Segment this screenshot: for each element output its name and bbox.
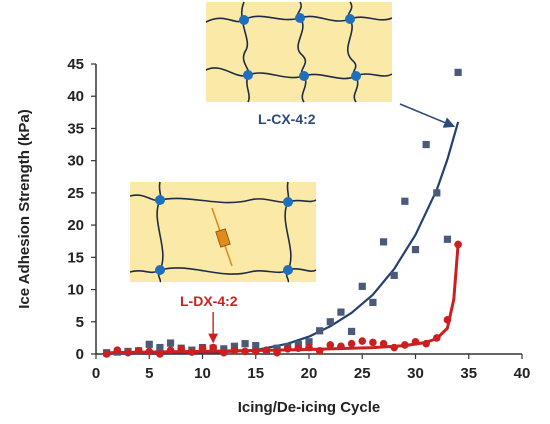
data-point-l-cx-4-2: [326, 318, 334, 326]
data-point-l-dx-4-2: [433, 334, 441, 342]
y-tick-labels: 0 5 10 15 20 25 30 35 40 45: [67, 56, 96, 363]
data-point-l-dx-4-2: [305, 343, 313, 352]
data-point-l-dx-4-2: [358, 337, 367, 345]
data-point-l-dx-4-2: [188, 348, 196, 356]
data-point-l-dx-4-2: [369, 338, 377, 347]
annotation-cx-arrow: [399, 103, 456, 128]
y-tick-label: 0: [76, 346, 84, 363]
annotation-dx-label: L-DX-4:2: [180, 293, 238, 309]
data-point-l-dx-4-2: [390, 343, 399, 352]
data-point-l-cx-4-2: [433, 189, 441, 197]
data-point-l-dx-4-2: [273, 348, 281, 357]
dx-network-nodes: [155, 195, 293, 275]
data-point-l-cx-4-2: [422, 140, 430, 149]
data-point-l-cx-4-2: [358, 282, 366, 290]
x-tick-label: 15: [247, 365, 264, 382]
data-point-l-dx-4-2: [177, 345, 185, 353]
data-point-l-cx-4-2: [145, 340, 153, 348]
data-point-l-dx-4-2: [166, 346, 175, 354]
data-point-l-cx-4-2: [252, 342, 260, 350]
data-point-l-dx-4-2: [337, 342, 345, 351]
series-layer: [102, 68, 462, 358]
data-point-l-cx-4-2: [273, 344, 281, 352]
dx-crosslink-block: [215, 228, 231, 248]
x-tick-label: 35: [460, 365, 477, 382]
data-point-l-dx-4-2: [220, 348, 228, 357]
data-point-l-dx-4-2: [454, 240, 462, 249]
x-tick-label: 5: [145, 365, 153, 382]
data-point-l-cx-4-2: [220, 345, 228, 353]
cx-network-nodes: [239, 13, 361, 81]
data-point-l-dx-4-2: [262, 346, 271, 354]
data-point-l-dx-4-2: [145, 347, 154, 356]
data-point-l-dx-4-2: [422, 339, 430, 348]
data-point-l-cx-4-2: [156, 343, 164, 352]
y-tick-label: 20: [67, 217, 84, 234]
data-point-l-cx-4-2: [454, 68, 462, 76]
annotation-cx-label: L-CX-4:2: [258, 111, 316, 127]
data-point-l-dx-4-2: [230, 346, 239, 355]
data-point-l-dx-4-2: [411, 337, 420, 346]
data-point-l-dx-4-2: [156, 350, 164, 358]
data-point-l-cx-4-2: [348, 327, 356, 336]
data-point-l-dx-4-2: [113, 346, 122, 354]
y-tick-label: 40: [67, 88, 84, 105]
y-tick-label: 45: [67, 56, 84, 73]
x-tick-label: 10: [194, 365, 211, 382]
data-point-l-cx-4-2: [411, 246, 420, 254]
x-tick-label: 40: [514, 365, 531, 382]
cx-network-inset: [205, 1, 393, 103]
data-point-l-cx-4-2: [337, 308, 345, 316]
data-point-l-dx-4-2: [134, 346, 143, 355]
data-point-l-dx-4-2: [294, 344, 303, 353]
y-tick-label: 30: [67, 153, 84, 170]
y-axis-title: Ice Adhesion Strength (kPa): [16, 109, 33, 308]
x-tick-labels: 0 5 10 15 20 25 30 35 40: [92, 354, 531, 382]
y-tick-label: 15: [67, 249, 84, 266]
y-tick-label: 10: [67, 282, 84, 299]
data-point-l-dx-4-2: [251, 347, 260, 356]
y-tick-label: 5: [76, 314, 84, 331]
x-axis-title: Icing/De-icing Cycle: [238, 399, 381, 416]
data-point-l-dx-4-2: [241, 347, 249, 356]
data-point-l-dx-4-2: [443, 316, 452, 324]
fit-curve-l-cx-4-2: [106, 121, 460, 355]
data-point-l-cx-4-2: [166, 339, 175, 347]
dx-network-chains: [129, 181, 317, 283]
data-point-l-cx-4-2: [230, 342, 239, 350]
data-point-l-dx-4-2: [124, 348, 132, 357]
series-l-dx-4-2: [102, 240, 462, 358]
data-point-l-cx-4-2: [316, 327, 324, 335]
data-point-l-cx-4-2: [294, 340, 302, 348]
x-tick-label: 20: [301, 365, 318, 382]
x-tick-label: 30: [407, 365, 424, 382]
data-point-l-dx-4-2: [198, 344, 207, 353]
data-point-l-cx-4-2: [305, 338, 313, 346]
data-point-l-cx-4-2: [390, 271, 398, 279]
data-point-l-dx-4-2: [347, 339, 356, 348]
y-tick-label: 35: [67, 120, 84, 137]
data-point-l-dx-4-2: [401, 341, 409, 349]
y-tick-label: 25: [67, 185, 84, 202]
data-point-l-cx-4-2: [443, 235, 452, 243]
x-tick-label: 0: [92, 365, 100, 382]
data-point-l-cx-4-2: [241, 340, 249, 348]
dx-network-inset: [129, 181, 317, 283]
data-point-l-dx-4-2: [379, 339, 388, 348]
data-point-l-dx-4-2: [102, 350, 111, 358]
data-point-l-dx-4-2: [283, 345, 292, 353]
x-tick-label: 25: [354, 365, 371, 382]
data-point-l-dx-4-2: [315, 346, 324, 355]
data-point-l-cx-4-2: [379, 238, 388, 246]
data-point-l-dx-4-2: [326, 341, 335, 349]
data-point-l-cx-4-2: [401, 197, 409, 205]
data-point-l-dx-4-2: [209, 343, 217, 352]
data-point-l-cx-4-2: [369, 298, 377, 307]
